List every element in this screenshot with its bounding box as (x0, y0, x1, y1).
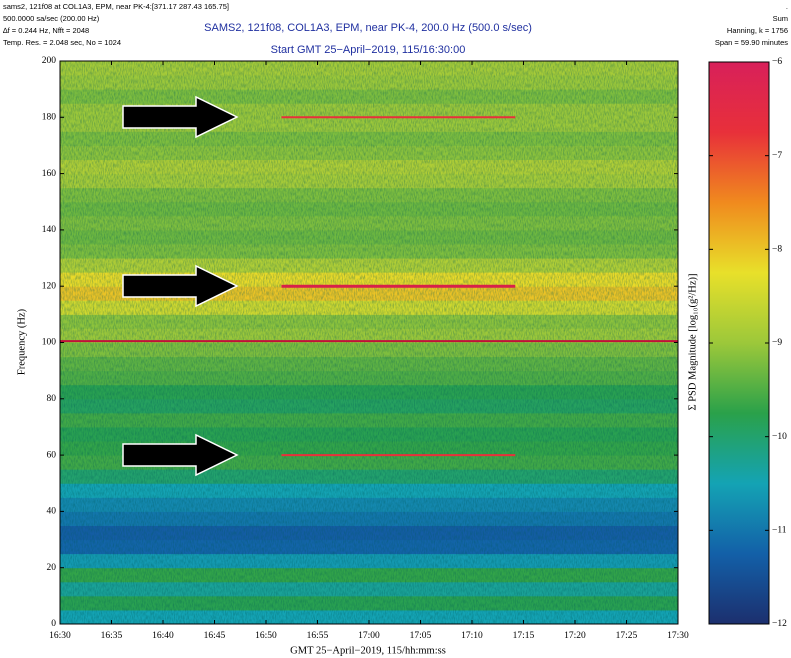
x-tick-label: 17:25 (616, 631, 638, 641)
y-tick-label: 20 (47, 563, 57, 573)
chart-title: SAMS2, 121f08, COL1A3, EPM, near PK-4, 2… (204, 22, 532, 34)
header-right-text: Span = 59.90 minutes (715, 38, 788, 47)
y-tick-label: 120 (42, 281, 57, 291)
colorbar-tick-label: −7 (772, 151, 782, 161)
x-tick-label: 17:05 (410, 631, 432, 641)
colorbar-tick-label: −10 (772, 432, 787, 442)
x-tick-label: 16:30 (49, 631, 71, 641)
x-tick-label: 16:40 (152, 631, 174, 641)
colorbar-tick-label: −6 (772, 57, 782, 67)
y-tick-label: 180 (42, 112, 57, 122)
arrow (122, 95, 239, 139)
x-tick-label: 17:10 (461, 631, 483, 641)
colorbar (708, 61, 770, 625)
x-tick-label: 16:45 (204, 631, 226, 641)
x-tick-label: 17:20 (564, 631, 586, 641)
arrows (122, 95, 239, 477)
header-left-text: Temp. Res. = 2.048 sec, No = 1024 (3, 38, 121, 47)
y-tick-label: 160 (42, 169, 57, 179)
header-right-text: Sum (773, 14, 788, 23)
header-left-text: ∆f = 0.244 Hz, Nfft = 2048 (3, 26, 89, 35)
y-axis-label: Frequency (Hz) (16, 308, 27, 375)
header-right-text: Hanning, k = 1756 (727, 26, 788, 35)
y-tick-label: 40 (47, 507, 57, 517)
y-tick-label: 60 (47, 450, 57, 460)
x-tick-label: 16:35 (101, 631, 123, 641)
header-left-text: sams2, 121f08 at COL1A3, EPM, near PK-4:… (3, 2, 229, 11)
x-tick-label: 17:00 (358, 631, 380, 641)
y-tick-label: 80 (47, 394, 57, 404)
colorbar-label: Σ PSD Magnitude [log₁₀(g²/Hz)] (687, 273, 698, 410)
header-left-text: 500.0000 sa/sec (200.00 Hz) (3, 14, 100, 23)
header-right-text: . (786, 2, 788, 11)
y-tick-label: 100 (42, 338, 57, 348)
colorbar-tick-label: −12 (772, 619, 787, 629)
colorbar-tick-label: −11 (772, 526, 787, 536)
annotations (60, 116, 678, 457)
x-tick-label: 17:30 (667, 631, 689, 641)
colorbar-tick-label: −8 (772, 245, 782, 255)
x-axis-label: GMT 25−April−2019, 115/hh:mm:ss (290, 645, 446, 656)
chart-subtitle: Start GMT 25−April−2019, 115/16:30:00 (271, 44, 466, 56)
x-tick-label: 16:55 (307, 631, 329, 641)
texture (60, 61, 678, 624)
y-tick-label: 140 (42, 225, 57, 235)
arrow (122, 264, 239, 308)
arrow (122, 433, 239, 477)
colorbar-tick-label: −9 (772, 338, 782, 348)
x-tick-label: 17:15 (513, 631, 535, 641)
x-tick-label: 16:50 (255, 631, 277, 641)
y-tick-label: 0 (51, 619, 56, 629)
y-tick-label: 200 (42, 56, 57, 66)
